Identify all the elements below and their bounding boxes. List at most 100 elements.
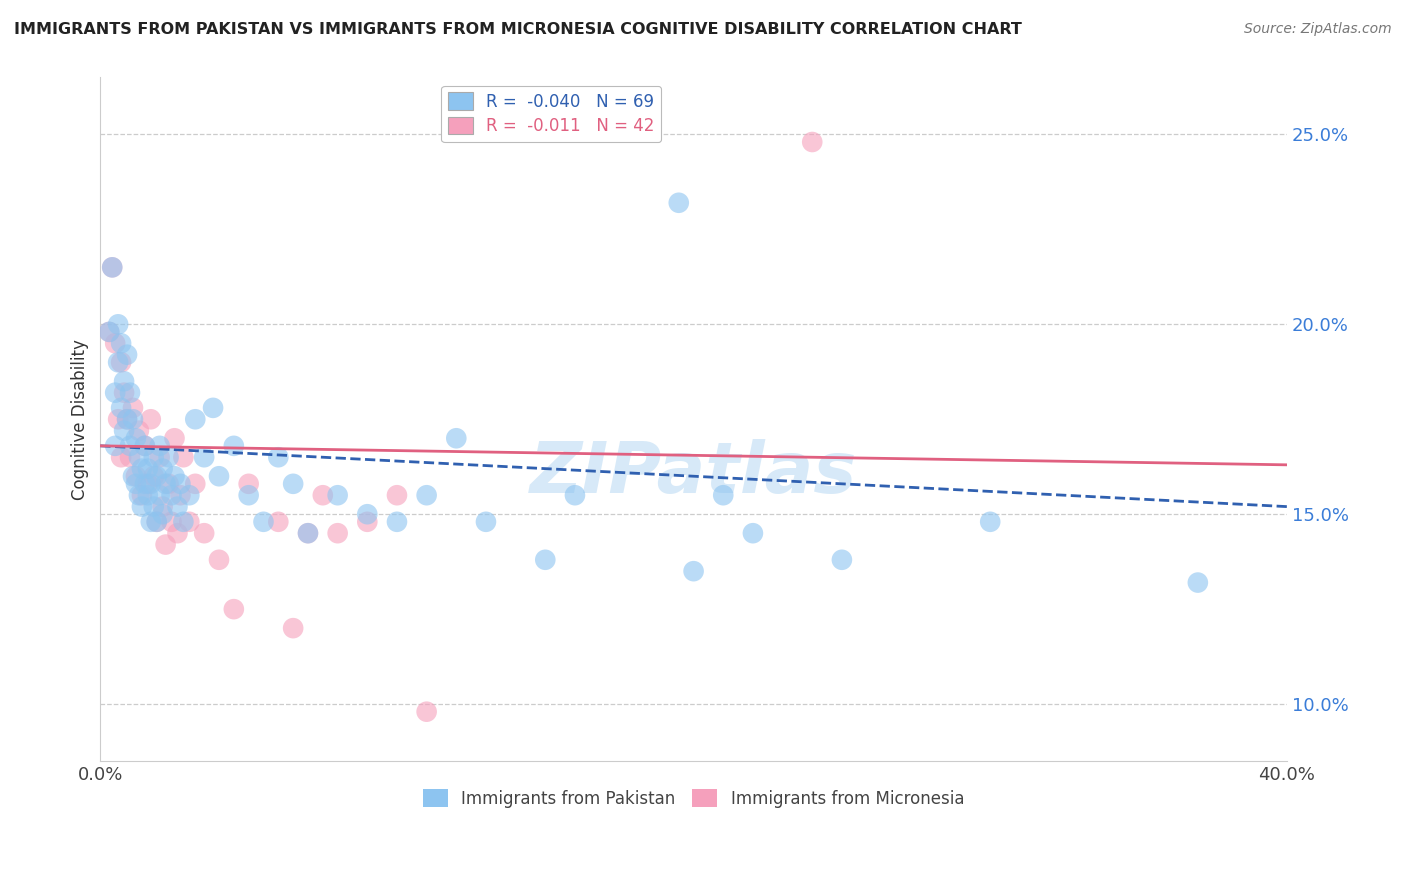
Point	[742, 526, 765, 541]
Point	[152, 461, 174, 475]
Point	[979, 515, 1001, 529]
Point	[125, 431, 148, 445]
Point	[155, 476, 177, 491]
Point	[134, 439, 156, 453]
Point	[157, 450, 180, 465]
Point	[131, 488, 153, 502]
Point	[134, 439, 156, 453]
Point	[112, 424, 135, 438]
Point	[122, 401, 145, 415]
Point	[385, 488, 408, 502]
Point	[125, 469, 148, 483]
Point	[184, 476, 207, 491]
Point	[415, 705, 437, 719]
Legend: Immigrants from Pakistan, Immigrants from Micronesia: Immigrants from Pakistan, Immigrants fro…	[416, 783, 970, 814]
Point	[115, 412, 138, 426]
Point	[356, 515, 378, 529]
Point	[222, 602, 245, 616]
Point	[564, 488, 586, 502]
Point	[131, 461, 153, 475]
Point	[139, 515, 162, 529]
Point	[163, 469, 186, 483]
Point	[267, 450, 290, 465]
Point	[155, 538, 177, 552]
Point	[112, 385, 135, 400]
Point	[98, 325, 121, 339]
Point	[136, 461, 159, 475]
Point	[131, 500, 153, 514]
Point	[149, 450, 172, 465]
Point	[711, 488, 734, 502]
Point	[101, 260, 124, 275]
Point	[202, 401, 225, 415]
Point	[169, 488, 191, 502]
Point	[252, 515, 274, 529]
Point	[166, 500, 188, 514]
Point	[668, 195, 690, 210]
Y-axis label: Cognitive Disability: Cognitive Disability	[72, 339, 89, 500]
Text: Source: ZipAtlas.com: Source: ZipAtlas.com	[1244, 22, 1392, 37]
Point	[136, 488, 159, 502]
Point	[149, 439, 172, 453]
Point	[446, 431, 468, 445]
Point	[149, 488, 172, 502]
Point	[534, 553, 557, 567]
Point	[112, 374, 135, 388]
Point	[208, 469, 231, 483]
Point	[104, 439, 127, 453]
Point	[208, 553, 231, 567]
Point	[172, 515, 194, 529]
Point	[110, 401, 132, 415]
Point	[326, 488, 349, 502]
Point	[110, 355, 132, 369]
Point	[122, 412, 145, 426]
Point	[172, 450, 194, 465]
Point	[166, 526, 188, 541]
Point	[125, 476, 148, 491]
Point	[297, 526, 319, 541]
Point	[193, 450, 215, 465]
Point	[169, 476, 191, 491]
Point	[139, 476, 162, 491]
Point	[118, 450, 141, 465]
Point	[98, 325, 121, 339]
Point	[179, 488, 201, 502]
Point	[801, 135, 824, 149]
Point	[160, 488, 183, 502]
Point	[238, 488, 260, 502]
Point	[142, 469, 165, 483]
Point	[326, 526, 349, 541]
Point	[101, 260, 124, 275]
Point	[142, 500, 165, 514]
Point	[1187, 575, 1209, 590]
Point	[145, 515, 167, 529]
Point	[110, 336, 132, 351]
Point	[118, 385, 141, 400]
Point	[297, 526, 319, 541]
Point	[831, 553, 853, 567]
Point	[115, 348, 138, 362]
Point	[128, 424, 150, 438]
Point	[118, 439, 141, 453]
Point	[283, 621, 305, 635]
Point	[128, 450, 150, 465]
Point	[142, 450, 165, 465]
Point	[107, 318, 129, 332]
Point	[163, 431, 186, 445]
Point	[184, 412, 207, 426]
Point	[145, 469, 167, 483]
Point	[222, 439, 245, 453]
Point	[128, 488, 150, 502]
Text: IMMIGRANTS FROM PAKISTAN VS IMMIGRANTS FROM MICRONESIA COGNITIVE DISABILITY CORR: IMMIGRANTS FROM PAKISTAN VS IMMIGRANTS F…	[14, 22, 1022, 37]
Point	[115, 412, 138, 426]
Point	[134, 476, 156, 491]
Point	[136, 476, 159, 491]
Point	[682, 564, 704, 578]
Point	[267, 515, 290, 529]
Point	[104, 336, 127, 351]
Point	[415, 488, 437, 502]
Point	[145, 515, 167, 529]
Point	[193, 526, 215, 541]
Point	[356, 507, 378, 521]
Point	[283, 476, 305, 491]
